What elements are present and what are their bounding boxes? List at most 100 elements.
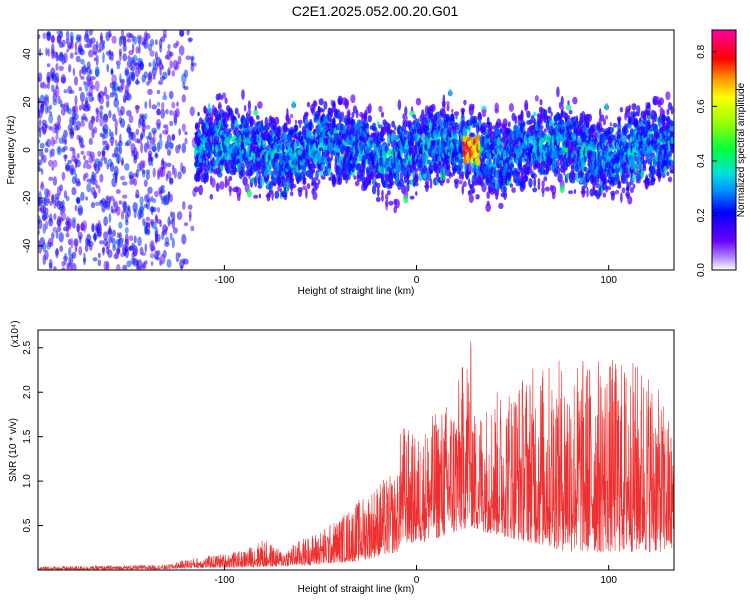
spectrogram-cell: [105, 100, 110, 108]
spectrogram-cell: [44, 213, 49, 220]
spectrogram-cell: [532, 187, 538, 193]
spectrogram-cell: [181, 94, 186, 103]
spectrogram-cell: [147, 186, 153, 194]
spectrogram-cell: [118, 221, 123, 229]
spectrogram-cell: [240, 169, 246, 177]
spectrogram-cell: [541, 186, 545, 194]
spectrogram-cell: [414, 174, 419, 183]
spectrogram-cell: [224, 175, 228, 183]
spectrogram-cell: [178, 143, 182, 150]
spectrogram-cell: [75, 55, 81, 63]
spectrogram-cell: [137, 236, 142, 247]
spectrogram-cell: [268, 164, 273, 170]
spectrogram-cell: [109, 195, 115, 201]
spectrogram-cell: [166, 258, 172, 268]
spectrogram-cell: [156, 207, 161, 213]
spectrogram-cell: [58, 65, 64, 72]
spectrogram-cell: [80, 150, 85, 155]
spectrogram-cell: [167, 70, 171, 75]
spectrogram-cell: [105, 241, 111, 250]
spectrogram-cell: [219, 181, 225, 190]
spectrogram-cell: [304, 112, 308, 119]
spectrogram-cell: [149, 253, 155, 259]
spectrogram-cell: [105, 200, 111, 211]
spectrogram-cell: [115, 263, 121, 270]
spectrogram-cell: [315, 182, 319, 189]
spectrogram-cell: [366, 128, 370, 133]
spectrogram-cell: [126, 127, 132, 133]
spectrogram-cell: [156, 108, 161, 116]
spectrogram-cell: [481, 122, 487, 133]
spectrogram-cell: [160, 109, 166, 119]
spectrogram-cell: [151, 146, 157, 152]
spectrogram-cell: [74, 204, 78, 212]
spectrogram-cell: [197, 121, 201, 130]
spectrogram-cell: [63, 190, 68, 199]
spectrogram-cell: [145, 229, 150, 234]
spectrogram-cell: [142, 169, 146, 174]
spectrogram-cell: [384, 199, 389, 207]
spectrogram-cell: [162, 161, 168, 170]
spectrogram-cell: [38, 159, 43, 166]
spectrogram-cell: [376, 182, 381, 189]
spectrogram-cell: [151, 127, 157, 134]
spectrogram-cell: [92, 178, 98, 186]
spectrogram-cell: [91, 151, 95, 162]
spectrogram-cell: [139, 196, 144, 205]
spectrogram-cell: [38, 190, 42, 201]
spectrogram-cell: [186, 30, 190, 36]
spectrogram-cell: [448, 88, 452, 97]
spectrogram-cell: [143, 38, 149, 49]
spectrogram-cell: [472, 103, 475, 110]
spectrogram-cell: [135, 104, 140, 114]
spectrogram-cell: [49, 111, 53, 116]
spectrogram-cell: [50, 148, 55, 157]
spectrogram-cell: [189, 106, 195, 117]
spectrogram-cell: [125, 219, 129, 226]
spectrogram-cell: [397, 99, 402, 111]
spectrogram-cell: [185, 55, 191, 60]
spectrogram-cell: [65, 165, 71, 172]
spectrogram-cell: [140, 142, 144, 154]
spectrogram-cell: [68, 246, 72, 257]
spectrogram-cell: [610, 193, 615, 201]
spectrogram-cell: [97, 259, 102, 267]
spectrogram-cell: [76, 222, 80, 233]
spectrogram-cell: [168, 142, 174, 149]
spectrogram-cell: [64, 139, 67, 145]
spectrogram-cell: [152, 246, 156, 252]
spectrogram-cell: [580, 169, 583, 175]
spectrogram-cell: [102, 140, 105, 146]
spectrogram-cell: [306, 183, 311, 190]
spectrogram-cell: [103, 113, 109, 122]
spectrogram-cell: [415, 97, 422, 106]
spectrogram-cell: [84, 172, 89, 179]
spectrogram-cell: [247, 109, 252, 115]
spectrogram-cell: [177, 171, 182, 180]
spectrogram-cell: [463, 181, 467, 187]
spectrogram-cell: [79, 235, 82, 244]
spectrogram-cell: [171, 218, 176, 229]
spectrogram-cell: [107, 249, 113, 258]
spectrogram-cell: [122, 44, 127, 52]
spectrogram-cell: [142, 128, 146, 138]
spectrogram-cell: [94, 201, 100, 206]
spectrogram-cell: [95, 54, 99, 66]
spectrogram-cell: [73, 113, 79, 121]
spectrogram-cell: [106, 260, 110, 270]
spectrogram-cell: [79, 48, 85, 56]
spectrogram-cell: [65, 195, 70, 202]
spectrogram-cell: [130, 131, 136, 141]
spectrogram-cell: [152, 135, 156, 144]
spectrogram-cell: [165, 124, 169, 136]
spectrogram-cell: [52, 159, 58, 168]
spectrogram-cell: [332, 117, 336, 125]
spectrogram-cell: [110, 141, 114, 147]
spectrogram-cell: [63, 154, 68, 159]
spectrogram-cell: [74, 41, 78, 52]
spectrogram-cell: [130, 66, 136, 72]
spectrogram-cell: [609, 122, 612, 127]
spectrogram-cell: [55, 62, 59, 71]
spectrogram-cell: [251, 119, 256, 125]
spectrogram-cell: [176, 101, 179, 107]
